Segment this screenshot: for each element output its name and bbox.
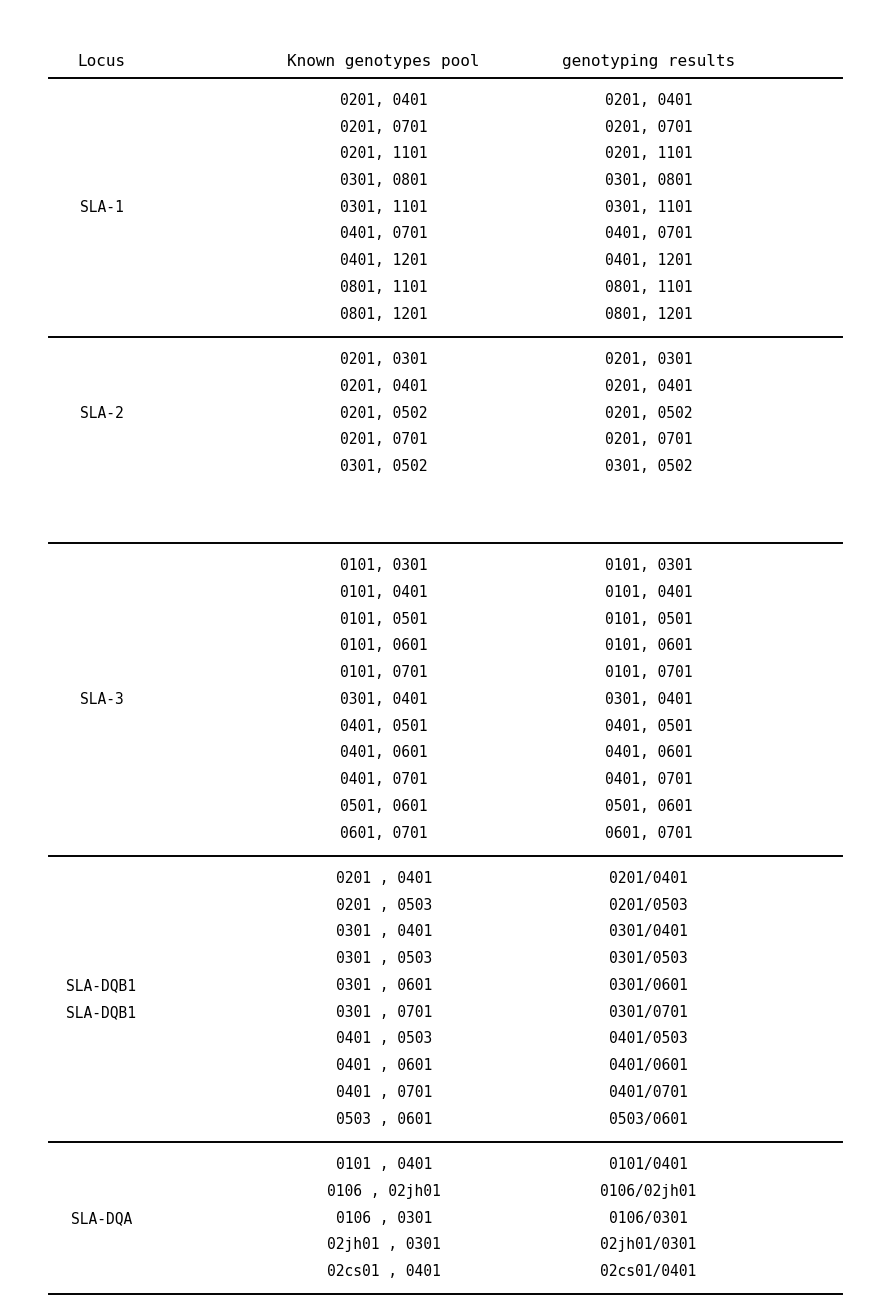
Text: 0201, 0401: 0201, 0401 — [340, 92, 428, 108]
Text: 0201, 1101: 0201, 1101 — [340, 147, 428, 161]
Text: 0201/0401: 0201/0401 — [609, 872, 688, 886]
Text: SLA-3: SLA-3 — [79, 692, 123, 707]
Text: 0401, 0501: 0401, 0501 — [340, 718, 428, 734]
Text: 0401, 0701: 0401, 0701 — [604, 226, 692, 242]
Text: 0106 , 0301: 0106 , 0301 — [335, 1211, 432, 1226]
Text: 0201 , 0503: 0201 , 0503 — [335, 898, 432, 913]
Text: 0801, 1101: 0801, 1101 — [340, 281, 428, 295]
Text: 0401/0701: 0401/0701 — [609, 1085, 688, 1100]
Text: 0101, 0301: 0101, 0301 — [340, 559, 428, 573]
Text: 0201, 0701: 0201, 0701 — [340, 433, 428, 447]
Text: 0503 , 0601: 0503 , 0601 — [335, 1112, 432, 1126]
Text: 0101/0401: 0101/0401 — [609, 1157, 688, 1172]
Text: 0401/0503: 0401/0503 — [609, 1031, 688, 1047]
Text: SLA-DQA: SLA-DQA — [71, 1211, 132, 1226]
Text: 02jh01 , 0301: 02jh01 , 0301 — [327, 1238, 440, 1252]
Text: 0201, 1101: 0201, 1101 — [604, 147, 692, 161]
Text: 0301, 0801: 0301, 0801 — [604, 173, 692, 188]
Text: 0201 , 0401: 0201 , 0401 — [335, 872, 432, 886]
Text: 0401, 0601: 0401, 0601 — [604, 746, 692, 760]
Text: 0301/0503: 0301/0503 — [609, 951, 688, 966]
Text: 0106/0301: 0106/0301 — [609, 1211, 688, 1226]
Text: 0201, 0701: 0201, 0701 — [604, 120, 692, 135]
Text: 0501, 0601: 0501, 0601 — [604, 799, 692, 813]
Text: 0101, 0601: 0101, 0601 — [604, 638, 692, 653]
Text: 0301, 0401: 0301, 0401 — [340, 692, 428, 707]
Text: 0601, 0701: 0601, 0701 — [340, 826, 428, 840]
Text: 0301, 0502: 0301, 0502 — [604, 459, 692, 474]
Text: 0101, 0701: 0101, 0701 — [340, 665, 428, 681]
Text: 0801, 1201: 0801, 1201 — [604, 307, 692, 322]
Text: 0503/0601: 0503/0601 — [609, 1112, 688, 1126]
Text: 0101 , 0401: 0101 , 0401 — [335, 1157, 432, 1172]
Text: 0801, 1201: 0801, 1201 — [340, 307, 428, 322]
Text: 0201, 0401: 0201, 0401 — [604, 92, 692, 108]
Text: 0601, 0701: 0601, 0701 — [604, 826, 692, 840]
Text: 0401, 0501: 0401, 0501 — [604, 718, 692, 734]
Text: 0101, 0701: 0101, 0701 — [604, 665, 692, 681]
Text: 0301, 0502: 0301, 0502 — [340, 459, 428, 474]
Text: 02jh01/0301: 02jh01/0301 — [600, 1238, 697, 1252]
Text: 0201, 0301: 0201, 0301 — [604, 352, 692, 368]
Text: SLA-DQB1: SLA-DQB1 — [66, 978, 137, 992]
Text: 0401, 1201: 0401, 1201 — [340, 253, 428, 268]
Text: 0201, 0502: 0201, 0502 — [604, 405, 692, 421]
Text: 0401/0601: 0401/0601 — [609, 1059, 688, 1073]
Text: 0801, 1101: 0801, 1101 — [604, 281, 692, 295]
Text: 0301, 0801: 0301, 0801 — [340, 173, 428, 188]
Text: 0201, 0701: 0201, 0701 — [340, 120, 428, 135]
Text: 0101, 0501: 0101, 0501 — [604, 612, 692, 626]
Text: Known genotypes pool: Known genotypes pool — [288, 55, 480, 69]
Text: 0301/0401: 0301/0401 — [609, 925, 688, 939]
Text: 0301, 0401: 0301, 0401 — [604, 692, 692, 707]
Text: 0301/0701: 0301/0701 — [609, 1004, 688, 1020]
Text: 0401 , 0701: 0401 , 0701 — [335, 1085, 432, 1100]
Text: 0101, 0501: 0101, 0501 — [340, 612, 428, 626]
Text: 0201, 0502: 0201, 0502 — [340, 405, 428, 421]
Text: 0106 , 02jh01: 0106 , 02jh01 — [327, 1183, 440, 1199]
Text: 0301 , 0601: 0301 , 0601 — [335, 978, 432, 992]
Text: 0401, 0701: 0401, 0701 — [340, 772, 428, 787]
Text: 0401, 1201: 0401, 1201 — [604, 253, 692, 268]
Text: Locus: Locus — [78, 55, 125, 69]
Text: 0201, 0401: 0201, 0401 — [604, 379, 692, 394]
Text: 0201, 0301: 0201, 0301 — [340, 352, 428, 368]
Text: 0301, 1101: 0301, 1101 — [604, 200, 692, 214]
Text: 0301/0601: 0301/0601 — [609, 978, 688, 992]
Text: SLA-DQB1: SLA-DQB1 — [66, 1004, 137, 1020]
Text: 02cs01 , 0401: 02cs01 , 0401 — [327, 1264, 440, 1280]
Text: 0501, 0601: 0501, 0601 — [340, 799, 428, 813]
Text: 0101, 0401: 0101, 0401 — [604, 585, 692, 600]
Text: 0201/0503: 0201/0503 — [609, 898, 688, 913]
Text: 0301, 1101: 0301, 1101 — [340, 200, 428, 214]
Text: 0201, 0701: 0201, 0701 — [604, 433, 692, 447]
Text: 0201, 0401: 0201, 0401 — [340, 379, 428, 394]
Text: genotyping results: genotyping results — [562, 55, 735, 69]
Text: 02cs01/0401: 02cs01/0401 — [600, 1264, 697, 1280]
Text: 0101, 0301: 0101, 0301 — [604, 559, 692, 573]
Text: 0301 , 0701: 0301 , 0701 — [335, 1004, 432, 1020]
Text: SLA-1: SLA-1 — [79, 200, 123, 214]
Text: 0301 , 0401: 0301 , 0401 — [335, 925, 432, 939]
Text: 0401 , 0503: 0401 , 0503 — [335, 1031, 432, 1047]
Text: 0401, 0601: 0401, 0601 — [340, 746, 428, 760]
Text: 0101, 0401: 0101, 0401 — [340, 585, 428, 600]
Text: 0401 , 0601: 0401 , 0601 — [335, 1059, 432, 1073]
Text: 0401, 0701: 0401, 0701 — [340, 226, 428, 242]
Text: 0301 , 0503: 0301 , 0503 — [335, 951, 432, 966]
Text: 0101, 0601: 0101, 0601 — [340, 638, 428, 653]
Text: 0106/02jh01: 0106/02jh01 — [600, 1183, 697, 1199]
Text: 0401, 0701: 0401, 0701 — [604, 772, 692, 787]
Text: SLA-2: SLA-2 — [79, 405, 123, 421]
